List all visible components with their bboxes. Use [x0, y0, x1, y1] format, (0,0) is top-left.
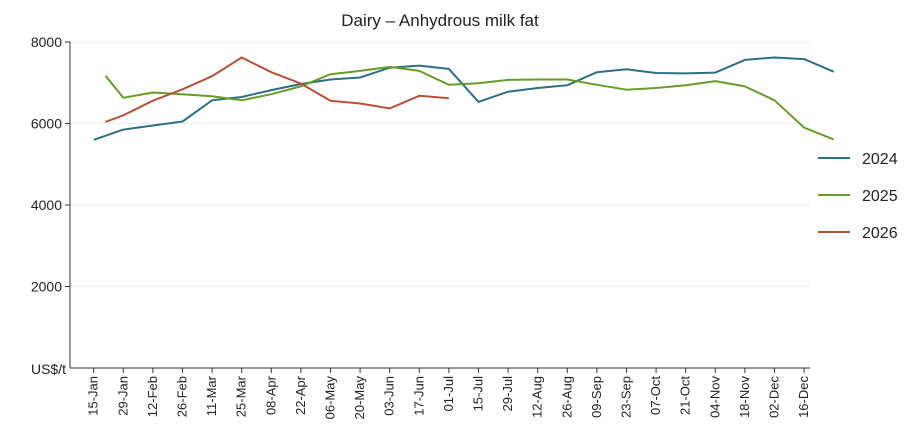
legend-label-2024: 2024	[862, 151, 898, 168]
y-tick-label: 2000	[31, 279, 62, 295]
y-tick-label: 6000	[31, 116, 62, 132]
x-tick-label: 16-Dec	[796, 376, 811, 418]
x-tick-label: 03-Jun	[382, 376, 397, 416]
x-tick-label: 20-May	[352, 376, 367, 420]
x-tick-label: 26-Feb	[174, 376, 189, 417]
x-tick-label: 26-Aug	[559, 376, 574, 418]
gridlines	[70, 41, 810, 287]
x-tick-label: 07-Oct	[648, 376, 663, 415]
legend: 2024 2025 2026	[818, 151, 898, 242]
legend-label-2026: 2026	[862, 225, 898, 242]
series-line-2025	[104, 65, 835, 141]
x-tick-label: 29-Jan	[115, 376, 130, 416]
x-tick-label: 21-Oct	[678, 376, 693, 415]
x-tick-label: 06-May	[322, 376, 337, 420]
x-tick-label: 15-Jul	[470, 376, 485, 412]
x-tick-label: 12-Aug	[530, 376, 545, 418]
x-tick-label: 01-Jul	[441, 376, 456, 412]
y-tick-label: 8000	[31, 34, 62, 50]
series-lines	[93, 56, 835, 141]
y-tick-label: 4000	[31, 197, 62, 213]
chart-title: Dairy – Anhydrous milk fat	[341, 11, 539, 30]
x-tick-label: 17-Jun	[411, 376, 426, 416]
x-tick-label: 02-Dec	[766, 376, 781, 418]
y-axis-ticks: 2000 4000 6000 8000	[31, 34, 70, 295]
x-tick-label: 12-Feb	[145, 376, 160, 417]
x-axis-ticks: 15-Jan 29-Jan 12-Feb 26-Feb 11-Mar 25-Mar 08-A…	[86, 368, 811, 419]
series-line-2026	[105, 56, 449, 123]
x-tick-label: 15-Jan	[86, 376, 101, 416]
x-tick-label: 04-Nov	[707, 376, 722, 418]
series-line-2024	[93, 56, 835, 141]
y-axis-unit-label: US$/t	[31, 361, 66, 377]
x-tick-label: 11-Mar	[204, 375, 219, 416]
x-tick-label: 08-Apr	[263, 375, 278, 415]
x-tick-label: 25-Mar	[234, 375, 249, 417]
x-tick-label: 22-Apr	[293, 375, 308, 415]
x-tick-label: 29-Jul	[500, 376, 515, 412]
legend-label-2025: 2025	[862, 188, 898, 205]
x-tick-label: 23-Sep	[618, 376, 633, 418]
x-tick-label: 18-Nov	[737, 376, 752, 418]
x-tick-label: 09-Sep	[589, 376, 604, 418]
